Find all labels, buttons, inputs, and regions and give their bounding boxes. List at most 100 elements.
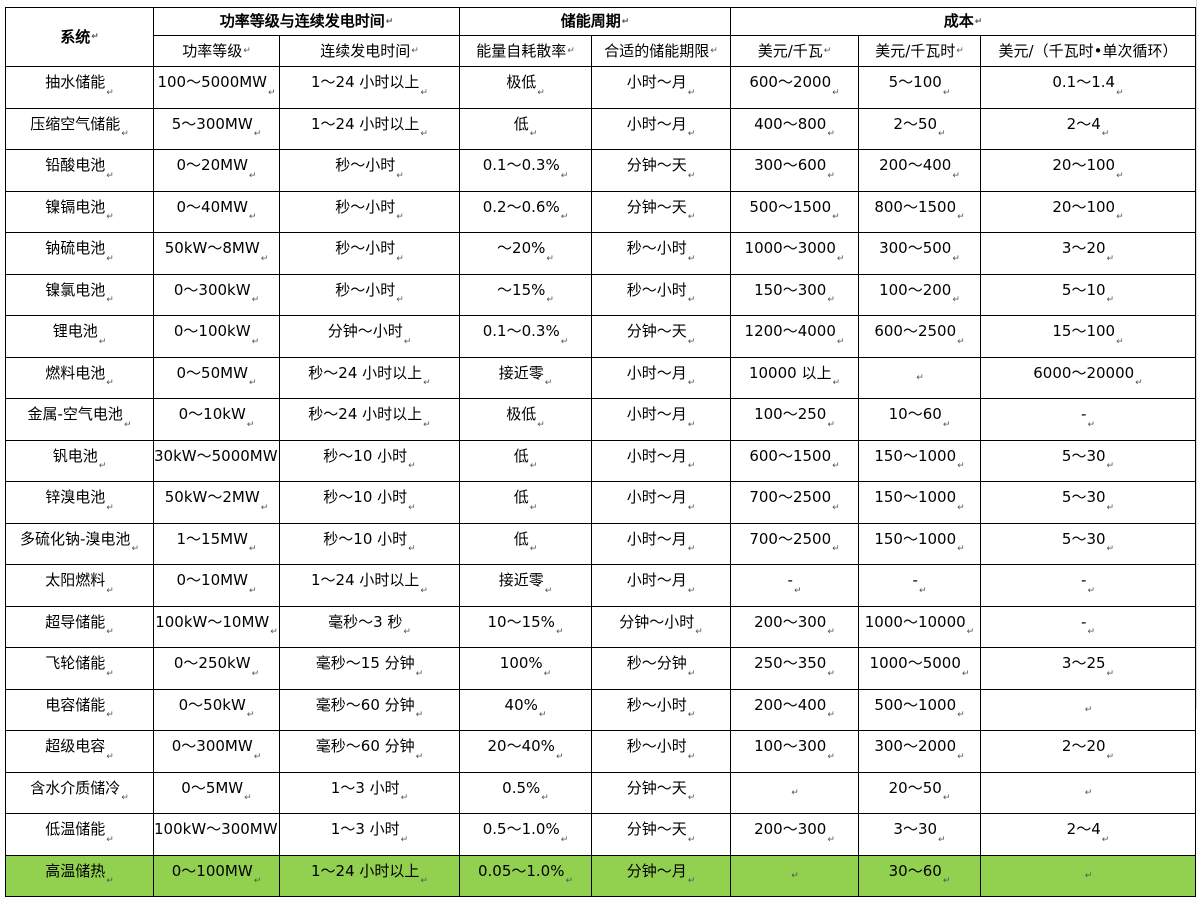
- cell-power[interactable]: 0～20MW↵: [153, 149, 280, 192]
- cell-system[interactable]: 燃料电池↵: [5, 356, 154, 399]
- header-duration[interactable]: 连续发电时间↵: [279, 34, 460, 67]
- cell-power[interactable]: 0～5MW↵: [153, 771, 280, 814]
- cell-cost-cycle[interactable]: 0.1～1.4↵: [980, 66, 1196, 109]
- cell-power[interactable]: 100kW～10MW↵: [153, 605, 280, 648]
- cell-power[interactable]: 0～40MW↵: [153, 190, 280, 233]
- cell-cost-cycle[interactable]: 5～10↵: [980, 273, 1196, 316]
- cell-cost-cycle[interactable]: 3～25↵: [980, 647, 1196, 690]
- cell-cost-kwh[interactable]: 1000～10000↵: [858, 605, 981, 648]
- cell-selfdischarge[interactable]: 接近零↵: [459, 564, 592, 607]
- cell-cost-kw[interactable]: -↵: [730, 564, 859, 607]
- cell-system[interactable]: 含水介质储冷↵: [5, 771, 154, 814]
- cell-cost-cycle[interactable]: 2～20↵: [980, 730, 1196, 773]
- cell-selfdischarge[interactable]: 极低↵: [459, 398, 592, 441]
- cell-period[interactable]: 小时～月↵: [591, 564, 731, 607]
- cell-cost-kwh[interactable]: 600～2500↵: [858, 315, 981, 358]
- cell-period[interactable]: 小时～月↵: [591, 398, 731, 441]
- cell-cost-kwh[interactable]: 2～50↵: [858, 107, 981, 150]
- cell-power[interactable]: 0～250kW↵: [153, 647, 280, 690]
- cell-selfdischarge[interactable]: 0.1～0.3%↵: [459, 315, 592, 358]
- cell-duration[interactable]: 秒～小时↵: [279, 232, 460, 275]
- cell-duration[interactable]: 分钟～小时↵: [279, 315, 460, 358]
- cell-selfdischarge[interactable]: 0.5%↵: [459, 771, 592, 814]
- cell-cost-cycle[interactable]: 5～30↵: [980, 522, 1196, 565]
- cell-period[interactable]: 分钟～天↵: [591, 771, 731, 814]
- cell-period[interactable]: 小时～月↵: [591, 107, 731, 150]
- cell-selfdischarge[interactable]: 0.1～0.3%↵: [459, 149, 592, 192]
- cell-cost-kwh[interactable]: 150～1000↵: [858, 522, 981, 565]
- cell-system[interactable]: 铅酸电池↵: [5, 149, 154, 192]
- header-system[interactable]: 系统↵: [5, 7, 154, 67]
- cell-cost-kwh[interactable]: -↵: [858, 564, 981, 607]
- cell-cost-kw[interactable]: 150～300↵: [730, 273, 859, 316]
- cell-selfdischarge[interactable]: 0.05～1.0%↵: [459, 854, 592, 897]
- cell-cost-cycle[interactable]: 5～30↵: [980, 481, 1196, 524]
- cell-system[interactable]: 超级电容↵: [5, 730, 154, 773]
- cell-power[interactable]: 0～50MW↵: [153, 356, 280, 399]
- cell-selfdischarge[interactable]: 低↵: [459, 481, 592, 524]
- cell-selfdischarge[interactable]: 20～40%↵: [459, 730, 592, 773]
- cell-cost-kw[interactable]: 100～300↵: [730, 730, 859, 773]
- cell-cost-cycle[interactable]: 2～4↵: [980, 107, 1196, 150]
- cell-cost-kw[interactable]: 1000～3000↵: [730, 232, 859, 275]
- cell-duration[interactable]: 秒～小时↵: [279, 149, 460, 192]
- cell-system[interactable]: 镍氯电池↵: [5, 273, 154, 316]
- cell-duration[interactable]: 1～3 小时↵: [279, 771, 460, 814]
- cell-power[interactable]: 0～50kW↵: [153, 688, 280, 731]
- cell-period[interactable]: 秒～分钟↵: [591, 647, 731, 690]
- cell-selfdischarge[interactable]: 低↵: [459, 439, 592, 482]
- cell-period[interactable]: 秒～小时↵: [591, 688, 731, 731]
- cell-duration[interactable]: 秒～小时↵: [279, 190, 460, 233]
- cell-cost-kwh[interactable]: 30～60↵: [858, 854, 981, 897]
- cell-selfdischarge[interactable]: 极低↵: [459, 66, 592, 109]
- cell-cost-cycle[interactable]: ↵: [980, 771, 1196, 814]
- cell-cost-cycle[interactable]: -↵: [980, 605, 1196, 648]
- cell-cost-kw[interactable]: 200～400↵: [730, 688, 859, 731]
- cell-power[interactable]: 0～100MW↵: [153, 854, 280, 897]
- cell-cost-cycle[interactable]: 2～4↵: [980, 813, 1196, 856]
- cell-cost-cycle[interactable]: 5～30↵: [980, 439, 1196, 482]
- cell-duration[interactable]: 毫秒～15 分钟↵: [279, 647, 460, 690]
- cell-period[interactable]: 小时～月↵: [591, 356, 731, 399]
- cell-selfdischarge[interactable]: 接近零↵: [459, 356, 592, 399]
- cell-period[interactable]: 分钟～天↵: [591, 813, 731, 856]
- cell-duration[interactable]: 1～24 小时以上↵: [279, 854, 460, 897]
- cell-cost-cycle[interactable]: ↵: [980, 688, 1196, 731]
- cell-cost-cycle[interactable]: 15～100↵: [980, 315, 1196, 358]
- header-cost-cycle[interactable]: 美元/（千瓦时•单次循环）: [980, 34, 1196, 67]
- header-cost-kwh[interactable]: 美元/千瓦时↵: [858, 34, 981, 67]
- cell-system[interactable]: 多硫化钠-溴电池↵: [5, 522, 154, 565]
- cell-cost-kw[interactable]: 400～800↵: [730, 107, 859, 150]
- cell-cost-kw[interactable]: 200～300↵: [730, 813, 859, 856]
- cell-cost-kwh[interactable]: 200～400↵: [858, 149, 981, 192]
- cell-power[interactable]: 50kW～8MW↵: [153, 232, 280, 275]
- cell-cost-kw[interactable]: ↵: [730, 771, 859, 814]
- cell-system[interactable]: 钒电池↵: [5, 439, 154, 482]
- cell-cost-kwh[interactable]: 20～50↵: [858, 771, 981, 814]
- cell-cost-cycle[interactable]: 20～100↵: [980, 190, 1196, 233]
- cell-duration[interactable]: 秒～24 小时以上↵: [279, 356, 460, 399]
- cell-cost-kw[interactable]: 200～300↵: [730, 605, 859, 648]
- cell-system[interactable]: 抽水储能↵: [5, 66, 154, 109]
- cell-cost-kwh[interactable]: 10～60↵: [858, 398, 981, 441]
- cell-cost-kw[interactable]: 250～350↵: [730, 647, 859, 690]
- cell-period[interactable]: 小时～月↵: [591, 66, 731, 109]
- header-selfdischarge[interactable]: 能量自耗散率↵: [459, 34, 592, 67]
- cell-duration[interactable]: 秒～10 小时↵: [279, 439, 460, 482]
- cell-cost-kw[interactable]: 600～1500↵: [730, 439, 859, 482]
- cell-duration[interactable]: 秒～小时↵: [279, 273, 460, 316]
- cell-duration[interactable]: 秒～24 小时以上↵: [279, 398, 460, 441]
- cell-cost-cycle[interactable]: 6000～20000↵: [980, 356, 1196, 399]
- cell-duration[interactable]: 1～24 小时以上↵: [279, 564, 460, 607]
- cell-period[interactable]: 秒～小时↵: [591, 273, 731, 316]
- cell-duration[interactable]: 1～24 小时以上↵: [279, 107, 460, 150]
- cell-cost-kw[interactable]: 300～600↵: [730, 149, 859, 192]
- cell-system[interactable]: 低温储能↵: [5, 813, 154, 856]
- cell-cost-kwh[interactable]: 300～500↵: [858, 232, 981, 275]
- cell-system[interactable]: 压缩空气储能↵: [5, 107, 154, 150]
- cell-duration[interactable]: 毫秒～60 分钟↵: [279, 688, 460, 731]
- cell-selfdischarge[interactable]: 10～15%↵: [459, 605, 592, 648]
- cell-system[interactable]: 飞轮储能↵: [5, 647, 154, 690]
- header-power[interactable]: 功率等级↵: [153, 34, 280, 67]
- cell-duration[interactable]: 毫秒～60 分钟↵: [279, 730, 460, 773]
